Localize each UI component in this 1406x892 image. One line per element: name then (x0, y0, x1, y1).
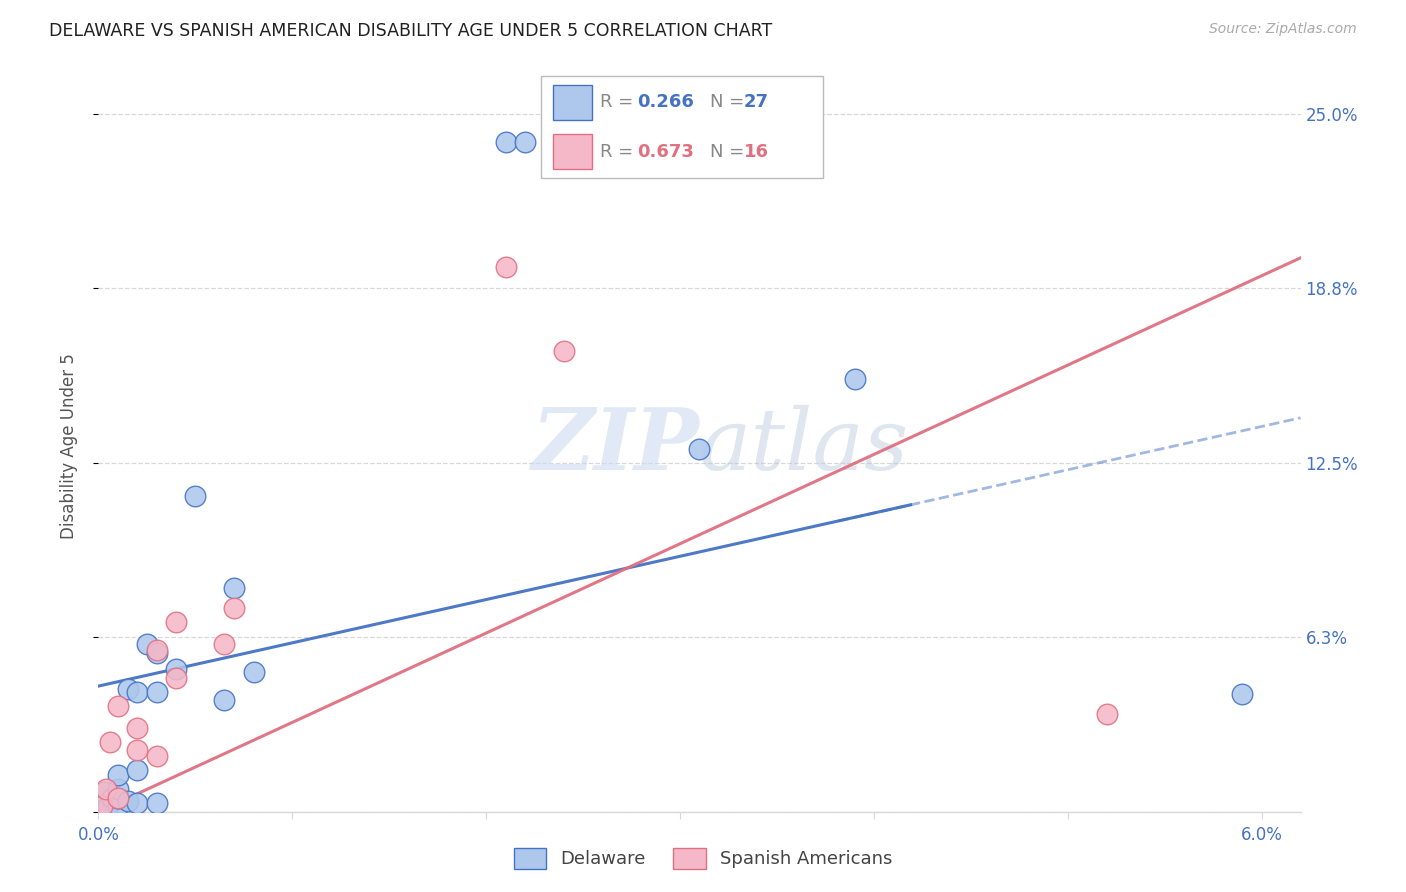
Point (145, 797, 167, 811)
FancyBboxPatch shape (553, 85, 592, 120)
Text: N =: N = (710, 143, 749, 161)
Point (495, 260, 517, 275)
Point (117, 793, 139, 807)
Point (91, 799, 114, 814)
Point (96, 782, 118, 797)
Text: DELAWARE VS SPANISH AMERICAN DISABILITY AGE UNDER 5 CORRELATION CHART: DELAWARE VS SPANISH AMERICAN DISABILITY … (49, 22, 772, 40)
Point (844, 372, 866, 386)
Text: atlas: atlas (700, 405, 908, 487)
Point (127, 763, 149, 777)
Point (97, 799, 120, 814)
Point (145, 684, 167, 698)
Point (145, 642, 167, 657)
Point (98, 735, 121, 749)
Point (107, 782, 129, 797)
Point (165, 662, 187, 676)
Point (214, 637, 236, 651)
Point (135, 637, 157, 651)
Text: 27: 27 (744, 94, 769, 112)
Point (145, 748, 167, 763)
Point (145, 646, 167, 660)
Point (107, 799, 129, 814)
Text: 16: 16 (744, 143, 769, 161)
Point (107, 790, 129, 805)
Text: N =: N = (710, 94, 749, 112)
Point (513, 135, 536, 149)
Point (101, 790, 124, 805)
FancyBboxPatch shape (541, 76, 823, 178)
Legend: Delaware, Spanish Americans: Delaware, Spanish Americans (506, 840, 900, 876)
Point (117, 681, 139, 696)
Text: ZIP: ZIP (531, 404, 700, 488)
Point (1095, 706, 1118, 721)
Point (107, 768, 129, 782)
Point (224, 601, 246, 615)
Point (127, 743, 149, 757)
Text: Source: ZipAtlas.com: Source: ZipAtlas.com (1209, 22, 1357, 37)
Point (689, 442, 711, 456)
Text: R =: R = (600, 94, 640, 112)
Y-axis label: Disability Age Under 5: Disability Age Under 5 (59, 353, 77, 539)
Point (1232, 688, 1254, 702)
Point (127, 684, 149, 698)
Text: 0.266: 0.266 (637, 94, 693, 112)
Point (165, 671, 187, 685)
Point (127, 797, 149, 811)
Point (107, 698, 129, 713)
Point (165, 615, 187, 629)
Point (184, 489, 207, 503)
Point (93, 785, 115, 799)
Text: R =: R = (600, 143, 640, 161)
Point (495, 135, 517, 149)
Point (242, 665, 264, 680)
Point (553, 344, 575, 359)
Point (107, 790, 129, 805)
Point (224, 582, 246, 596)
Point (214, 693, 236, 707)
FancyBboxPatch shape (553, 135, 592, 169)
Point (93, 797, 115, 811)
Text: 0.673: 0.673 (637, 143, 693, 161)
Point (127, 721, 149, 735)
